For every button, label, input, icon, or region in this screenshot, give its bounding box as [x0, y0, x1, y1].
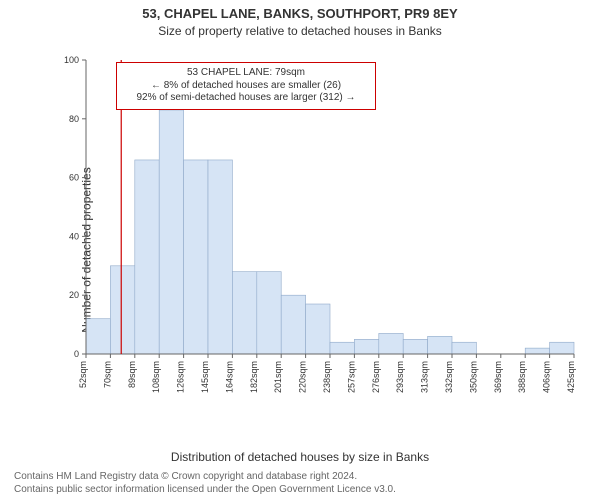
svg-text:80: 80 [69, 114, 79, 124]
svg-text:276sqm: 276sqm [371, 361, 381, 393]
annotation-box: 53 CHAPEL LANE: 79sqm ← 8% of detached h… [116, 62, 376, 110]
svg-text:350sqm: 350sqm [468, 361, 478, 393]
svg-text:425sqm: 425sqm [566, 361, 576, 393]
svg-text:220sqm: 220sqm [298, 361, 308, 393]
svg-text:52sqm: 52sqm [78, 361, 88, 388]
svg-text:201sqm: 201sqm [273, 361, 283, 393]
chart-title-sub: Size of property relative to detached ho… [0, 24, 600, 38]
annotation-line2: ← 8% of detached houses are smaller (26) [123, 80, 369, 93]
svg-text:40: 40 [69, 231, 79, 241]
footer-line1: Contains HM Land Registry data © Crown c… [14, 470, 396, 483]
svg-text:238sqm: 238sqm [322, 361, 332, 393]
chart-container: 53, CHAPEL LANE, BANKS, SOUTHPORT, PR9 8… [0, 0, 600, 500]
svg-text:70sqm: 70sqm [102, 361, 112, 388]
svg-text:89sqm: 89sqm [127, 361, 137, 388]
svg-text:313sqm: 313sqm [420, 361, 430, 393]
chart-title-main: 53, CHAPEL LANE, BANKS, SOUTHPORT, PR9 8… [0, 6, 600, 21]
svg-text:182sqm: 182sqm [249, 361, 259, 393]
annotation-line1: 53 CHAPEL LANE: 79sqm [123, 67, 369, 80]
svg-text:126sqm: 126sqm [176, 361, 186, 393]
svg-text:20: 20 [69, 290, 79, 300]
svg-text:145sqm: 145sqm [200, 361, 210, 393]
svg-text:60: 60 [69, 173, 79, 183]
svg-text:100: 100 [64, 55, 79, 65]
svg-text:369sqm: 369sqm [493, 361, 503, 393]
svg-text:406sqm: 406sqm [542, 361, 552, 393]
svg-text:0: 0 [74, 349, 79, 359]
x-axis-label: Distribution of detached houses by size … [0, 450, 600, 464]
svg-text:257sqm: 257sqm [346, 361, 356, 393]
svg-text:388sqm: 388sqm [517, 361, 527, 393]
footer-line2: Contains public sector information licen… [14, 483, 396, 496]
svg-text:164sqm: 164sqm [224, 361, 234, 393]
svg-text:108sqm: 108sqm [151, 361, 161, 393]
plot-area: 0 20 40 60 80 100 52sqm 70sqm 89sqm 108sqm 126sqm 1… [58, 50, 578, 410]
svg-text:332sqm: 332sqm [444, 361, 454, 393]
footer-attribution: Contains HM Land Registry data © Crown c… [14, 470, 396, 496]
annotation-line3: 92% of semi-detached houses are larger (… [123, 92, 369, 105]
svg-text:293sqm: 293sqm [395, 361, 405, 393]
